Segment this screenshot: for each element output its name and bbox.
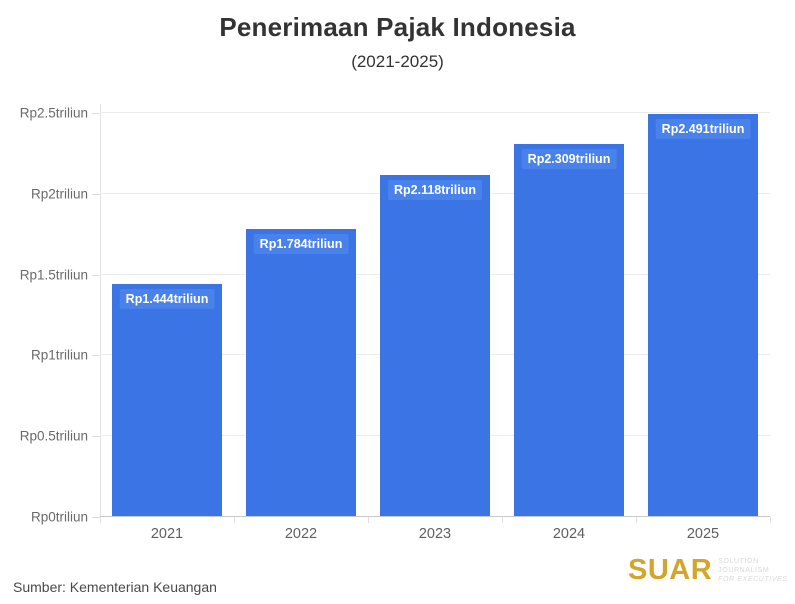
y-axis-label: Rp1.5triliun bbox=[19, 267, 88, 283]
y-axis-label: Rp2.5triliun bbox=[19, 105, 88, 121]
y-axis-tick bbox=[92, 355, 100, 357]
x-axis-label-2023: 2023 bbox=[418, 526, 452, 542]
x-axis-tick bbox=[368, 517, 369, 523]
y-axis-line bbox=[100, 104, 101, 523]
bar-2023: Rp2.118triliun bbox=[380, 174, 490, 517]
y-axis-tick bbox=[92, 436, 100, 438]
bar-value-label-2021: Rp1.444triliun bbox=[119, 288, 215, 309]
x-axis-tick bbox=[234, 517, 235, 523]
logo-tagline-line1: Solution Journalism bbox=[718, 558, 770, 574]
x-axis-label-2025: 2025 bbox=[686, 526, 720, 542]
bar-value-label-2023: Rp2.118triliun bbox=[388, 179, 482, 200]
y-axis-label: Rp0.5triliun bbox=[19, 428, 88, 444]
y-axis-tick bbox=[92, 517, 100, 518]
bar-value-label-2024: Rp2.309triliun bbox=[521, 148, 617, 169]
x-axis-tick bbox=[770, 517, 771, 523]
suar-logo-tagline: Solution Journalism for Executives bbox=[718, 557, 795, 584]
x-axis-label-2024: 2024 bbox=[552, 526, 586, 542]
gridline bbox=[100, 112, 770, 113]
logo-tagline-line2: for Executives bbox=[718, 576, 788, 583]
x-axis-label-2022: 2022 bbox=[284, 526, 318, 542]
source-credit-text: Sumber: Kementerian Keuangan Grafis: Kri… bbox=[13, 556, 217, 604]
y-axis-tick bbox=[92, 193, 100, 195]
suar-logo-wordmark: SUAR bbox=[628, 554, 713, 586]
bar-2022: Rp1.784triliun bbox=[246, 228, 356, 517]
x-axis-tick bbox=[502, 517, 503, 523]
bar-2021: Rp1.444triliun bbox=[112, 283, 222, 517]
bar-value-label-2025: Rp2.491triliun bbox=[655, 119, 751, 140]
bar-2025: Rp2.491triliun bbox=[648, 114, 758, 517]
source-line: Sumber: Kementerian Keuangan bbox=[13, 579, 217, 595]
plot-area: Rp0triliun Rp0.5triliun Rp1triliun Rp1.5tri… bbox=[20, 104, 771, 542]
bar-2024: Rp2.309triliun bbox=[514, 143, 624, 517]
suar-logo: SUAR Solution Journalism for Executives bbox=[628, 556, 795, 585]
y-axis-tick bbox=[92, 113, 100, 114]
chart-title: Penerimaan Pajak Indonesia bbox=[219, 12, 576, 42]
y-axis-label: Rp2triliun bbox=[30, 186, 88, 202]
chart-subtitle: (2021-2025) bbox=[351, 52, 444, 71]
x-axis-label-2021: 2021 bbox=[150, 526, 184, 542]
y-axis-label: Rp1triliun bbox=[30, 347, 88, 363]
gridline bbox=[100, 516, 770, 517]
y-axis-label: Rp0triliun bbox=[30, 509, 88, 525]
x-axis-tick bbox=[636, 517, 637, 523]
bar-value-label-2022: Rp1.784triliun bbox=[253, 233, 349, 254]
y-axis-tick bbox=[92, 274, 100, 276]
